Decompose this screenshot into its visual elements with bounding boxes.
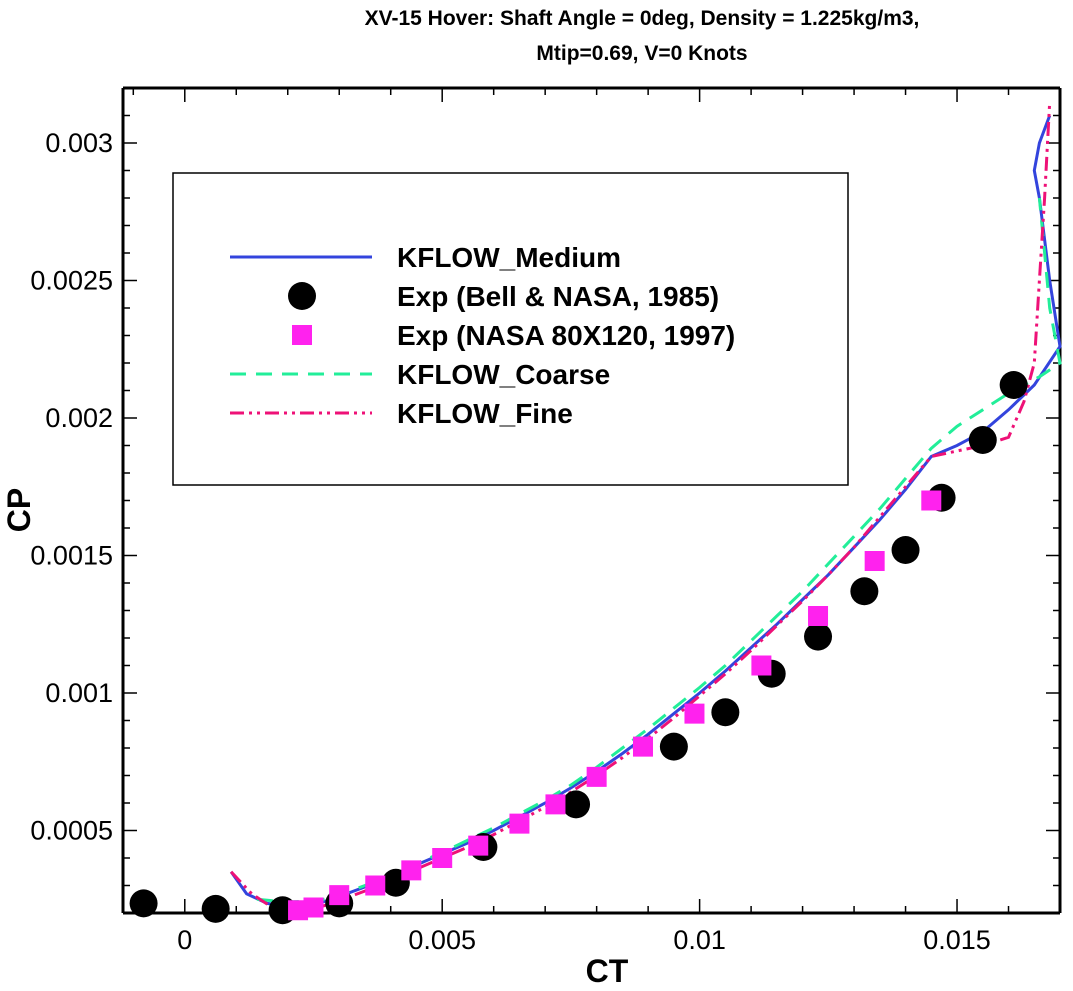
series-point-1 [129,889,158,918]
series-point-2 [401,860,422,881]
x-tick-label: 0.005 [408,925,476,955]
series-point-1 [999,371,1028,399]
legend-label-2: Exp (NASA 80X120, 1997) [397,320,735,351]
legend-label-4: KFLOW_Fine [397,398,573,429]
series-point-1 [804,622,833,651]
series-point-1 [562,790,591,819]
y-tick-label: 0.001 [45,678,113,708]
series-point-2 [545,794,566,815]
legend: KFLOW_Medium Exp (Bell & NASA, 1985) Exp (… [172,172,849,486]
series-point-1 [891,536,920,564]
legend-marker-2 [292,325,312,345]
y-axis-title: CP [1,488,37,532]
series-point-2 [468,835,489,856]
x-tick-label: 0 [177,925,192,955]
series-point-2 [365,875,386,896]
series-point-1 [711,698,740,727]
y-tick-label: 0.0005 [30,816,113,846]
legend-items: KFLOW_Medium Exp (Bell & NASA, 1985) Exp (… [230,242,735,429]
series-point-1 [201,894,230,923]
series-point-2 [432,848,453,868]
series-layer [129,101,1062,925]
legend-marker-1 [288,282,316,310]
y-tick-label: 0.0015 [30,541,113,571]
series-point-2 [632,736,653,757]
series-line-4 [230,101,1052,912]
x-tick-label: 0.01 [673,925,726,955]
legend-label-0: KFLOW_Medium [397,242,621,273]
y-tick-label: 0.0025 [30,266,113,296]
chart-title-line1: XV-15 Hover: Shaft Angle = 0deg, Density… [365,7,920,30]
y-tick-label: 0.002 [45,403,113,433]
series-point-2 [586,766,607,787]
series-point-2 [509,813,530,834]
series-point-2 [808,606,829,626]
legend-box [172,172,849,486]
x-axis-title: CT [586,953,629,989]
legend-label-1: Exp (Bell & NASA, 1985) [397,281,719,312]
chart-title-line2: Mtip=0.69, V=0 Knots [536,42,747,65]
ticks-layer: 0 0.005 0.01 0.015 0.0005 0.001 0.0015 0.002 0.0… [30,87,1061,955]
series-point-1 [659,732,688,761]
series-point-2 [684,703,705,724]
series-point-2 [864,551,885,571]
legend-label-3: KFLOW_Coarse [397,359,610,390]
x-tick-label: 0.015 [923,925,991,955]
series-point-2 [921,490,942,511]
series-point-2 [288,900,309,921]
series-point-1 [850,577,879,606]
series-point-2 [303,897,324,918]
y-tick-label: 0.003 [45,128,113,158]
series-point-2 [751,655,772,676]
series-point-1 [968,426,997,454]
series-point-2 [329,885,350,906]
